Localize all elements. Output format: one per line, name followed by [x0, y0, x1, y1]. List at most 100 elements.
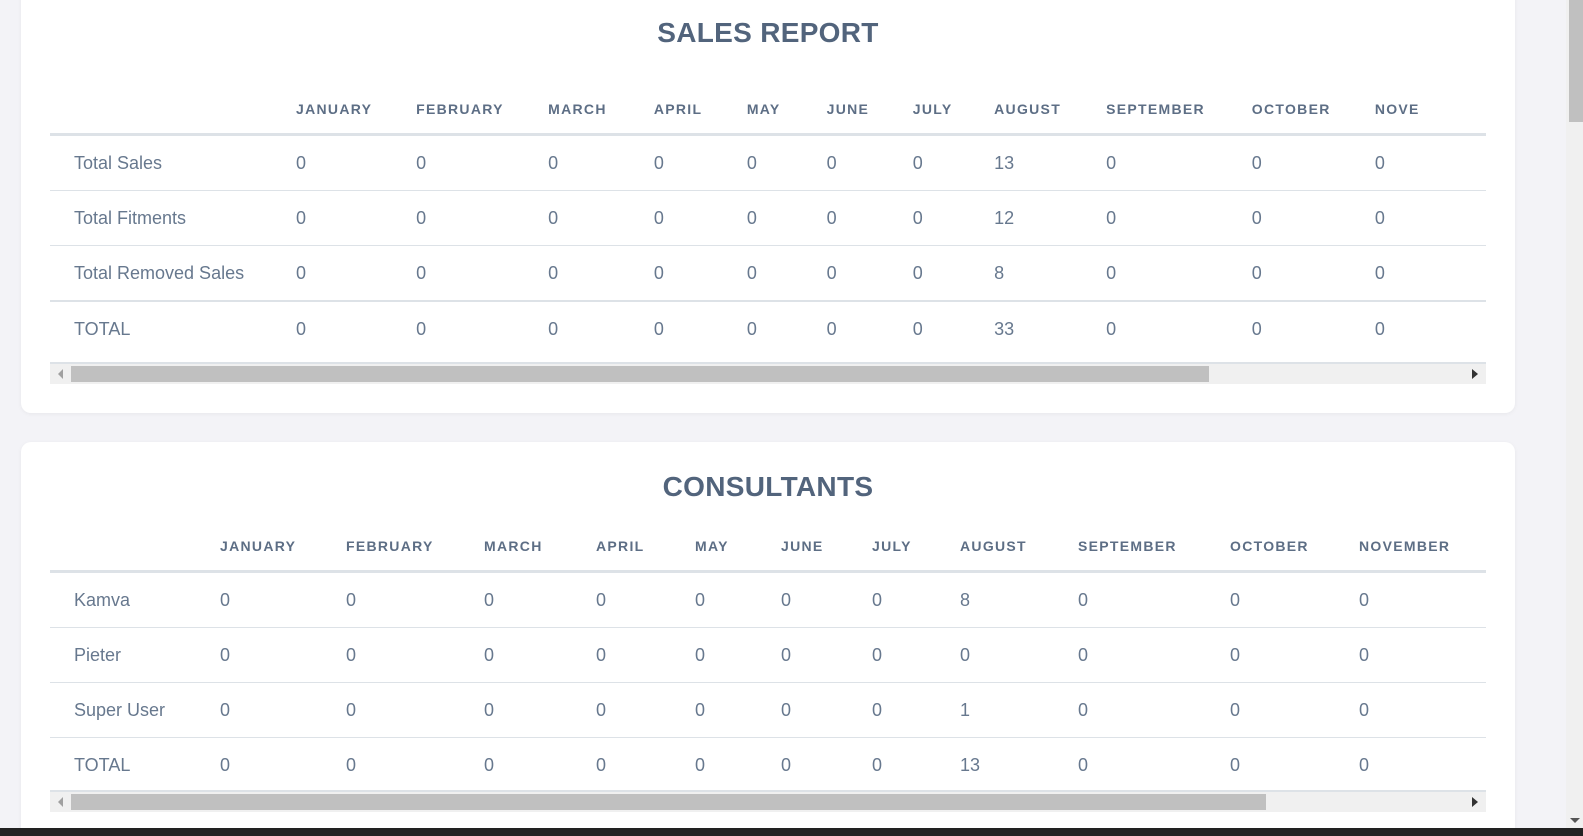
- cell-value: 0: [548, 300, 654, 356]
- cell-value: 0: [826, 245, 913, 302]
- column-header-april: APRIL: [596, 522, 695, 573]
- report-page: SALES REPORT JANUARY FEBRUARY MARCH APRI…: [21, 0, 1515, 836]
- cell-value: 0: [596, 627, 695, 683]
- scroll-left-arrow-icon[interactable]: [58, 369, 63, 379]
- column-header-june: JUNE: [826, 85, 913, 136]
- cell-value: 0: [220, 682, 346, 738]
- cell-value: 0: [296, 300, 417, 356]
- scroll-down-arrow-icon[interactable]: [1570, 818, 1580, 823]
- column-header-october: OCTOBER: [1251, 85, 1375, 136]
- cell-value: 0: [1251, 134, 1375, 191]
- cell-value: 0: [596, 682, 695, 738]
- cell-value: 0: [746, 134, 827, 191]
- column-header-february: FEBRUARY: [416, 85, 549, 136]
- sales-report-title: SALES REPORT: [657, 17, 879, 48]
- cell-value: 8: [960, 571, 1078, 628]
- cell-value: 0: [346, 682, 484, 738]
- consultants-horizontal-scrollbar[interactable]: [50, 790, 1486, 812]
- table-row: Total Fitments 0 0 0 0 0 0 0 12 0 0 0: [50, 190, 1486, 246]
- cell-value: 0: [296, 245, 417, 302]
- cell-value: 0: [416, 245, 549, 302]
- cell-value: 0: [596, 571, 695, 628]
- cell-value: 0: [596, 754, 607, 775]
- column-header-label: [50, 522, 220, 573]
- cell-value: 0: [1106, 300, 1252, 356]
- cell-value: 0: [1106, 190, 1252, 246]
- column-header-may: MAY: [695, 522, 781, 573]
- cell-value: 0: [781, 571, 872, 628]
- cell-value: 0: [826, 134, 913, 191]
- cell-value: 0: [781, 682, 872, 738]
- cell-value: 0: [548, 245, 654, 302]
- cell-value: 0: [1374, 134, 1486, 191]
- column-header-august: AUGUST: [994, 85, 1107, 136]
- column-header-april: APRIL: [653, 85, 747, 136]
- cell-value: 0: [1359, 571, 1486, 628]
- table-row: Pieter 0 0 0 0 0 0 0 0 0 0 0: [50, 627, 1486, 683]
- cell-value: 0: [1359, 754, 1370, 775]
- cell-value: 0: [912, 245, 995, 302]
- table-header-row: JANUARY FEBRUARY MARCH APRIL MAY JUNE JU…: [50, 85, 1486, 136]
- sales-report-table: JANUARY FEBRUARY MARCH APRIL MAY JUNE JU…: [50, 85, 1486, 356]
- column-header-july: JULY: [912, 85, 995, 136]
- cell-value: 0: [912, 300, 995, 356]
- cell-value: 0: [1374, 245, 1486, 302]
- cell-value: 0: [1230, 682, 1359, 738]
- table-row: Total Sales 0 0 0 0 0 0 0 13 0 0 0: [50, 134, 1486, 191]
- cell-value: 0: [1230, 627, 1359, 683]
- row-label: Total Fitments: [50, 190, 297, 246]
- cell-value: 0: [1078, 627, 1230, 683]
- cell-value: 0: [484, 682, 596, 738]
- scrollbar-thumb[interactable]: [71, 366, 1209, 382]
- cell-value: 0: [653, 190, 747, 246]
- cell-value: 0: [746, 300, 827, 356]
- consultants-title: CONSULTANTS: [662, 471, 874, 502]
- cell-value: 8: [994, 245, 1107, 302]
- scrollbar-thumb[interactable]: [1569, 0, 1583, 122]
- cell-value: 0: [826, 190, 913, 246]
- cell-value: 0: [781, 627, 872, 683]
- cell-value: 0: [912, 134, 995, 191]
- consultants-table-container[interactable]: JANUARY FEBRUARY MARCH APRIL MAY JUNE JU…: [50, 522, 1486, 792]
- scroll-left-arrow-icon[interactable]: [58, 797, 63, 807]
- cell-value: 0: [872, 571, 960, 628]
- table-total-row: TOTAL 0 0 0 0 0 0 0 13 0 0 0: [50, 737, 1486, 792]
- scroll-right-arrow-icon[interactable]: [1472, 797, 1478, 807]
- cell-value: 0: [220, 627, 346, 683]
- column-header-january: JANUARY: [220, 522, 346, 573]
- cell-value: 12: [994, 190, 1107, 246]
- cell-value: 0: [484, 627, 596, 683]
- cell-value: 0: [1230, 571, 1359, 628]
- cell-value: 0: [1374, 190, 1486, 246]
- column-header-march: MARCH: [548, 85, 654, 136]
- cell-value: 0: [695, 627, 781, 683]
- cell-value: 0: [1230, 754, 1241, 775]
- cell-value: 0: [220, 571, 346, 628]
- cell-value: 1: [960, 682, 1078, 738]
- row-label: Super User: [50, 682, 220, 738]
- column-header-february: FEBRUARY: [346, 522, 484, 573]
- scrollbar-thumb[interactable]: [71, 794, 1266, 810]
- column-header-july: JULY: [872, 522, 960, 573]
- table-total-row: TOTAL 0 0 0 0 0 0 0 33 0 0 0: [50, 300, 1486, 356]
- cell-value: 0: [416, 300, 549, 356]
- cell-value: 0: [1106, 245, 1252, 302]
- cell-value: 33: [994, 300, 1107, 356]
- cell-value: 0: [484, 571, 596, 628]
- cell-value: 0: [1359, 627, 1486, 683]
- window-bottom-edge: [0, 828, 1583, 836]
- consultants-table: JANUARY FEBRUARY MARCH APRIL MAY JUNE JU…: [50, 522, 1486, 792]
- cell-value: 0: [1078, 754, 1089, 775]
- cell-value: 0: [1078, 571, 1230, 628]
- cell-value: 0: [695, 754, 706, 775]
- cell-value: 0: [346, 754, 357, 775]
- cell-value: 0: [1251, 245, 1375, 302]
- cell-value: 0: [1359, 682, 1486, 738]
- cell-value: 0: [695, 682, 781, 738]
- cell-value: 0: [912, 190, 995, 246]
- page-vertical-scrollbar[interactable]: [1566, 0, 1583, 828]
- sales-report-table-container[interactable]: JANUARY FEBRUARY MARCH APRIL MAY JUNE JU…: [50, 85, 1486, 356]
- sales-report-horizontal-scrollbar[interactable]: [50, 362, 1486, 384]
- scroll-right-arrow-icon[interactable]: [1472, 369, 1478, 379]
- cell-value: 0: [781, 754, 792, 775]
